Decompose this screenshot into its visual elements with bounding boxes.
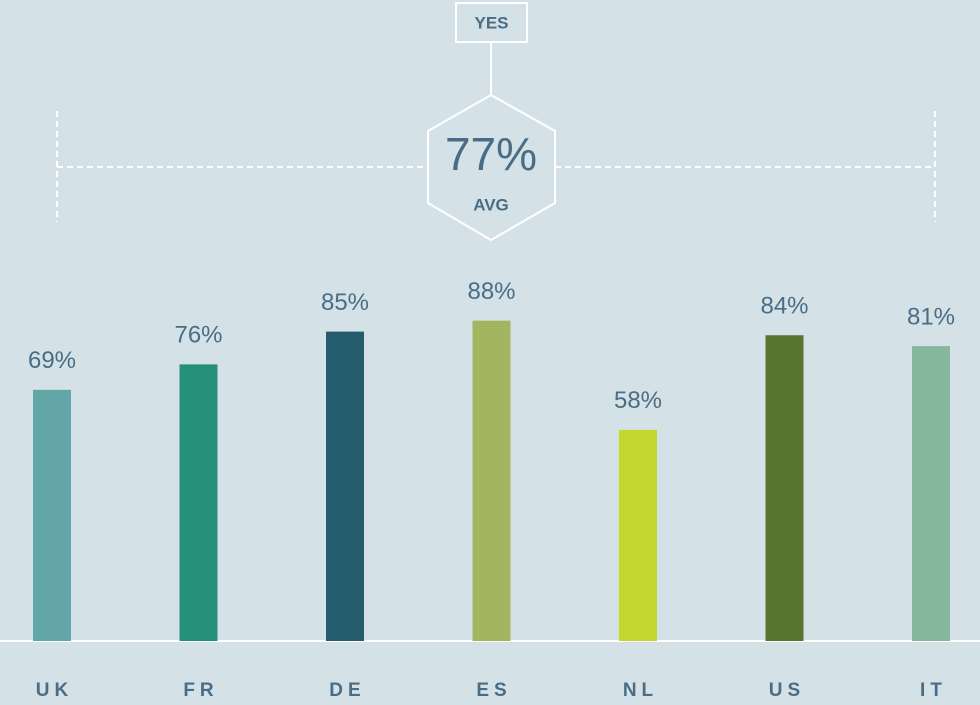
chart-title: YES [474,13,508,32]
value-label: 88% [467,278,515,305]
average-caption: AVG [473,195,509,214]
average-hexagon [427,93,556,242]
x-tick-label: ES [476,680,511,701]
x-tick-label: DE [329,680,365,701]
average-value: 77% [445,128,537,180]
value-label: 85% [321,289,369,316]
bar [179,364,218,641]
x-tick-label: UK [36,680,73,701]
bar [619,429,657,641]
value-label: 76% [174,322,222,349]
bar [912,346,950,641]
value-label: 58% [614,387,662,414]
average-range [56,111,936,222]
bar [472,320,511,641]
x-tick-label: IT [920,680,947,701]
value-label: 69% [28,347,76,374]
x-tick-label: FR [183,680,218,701]
value-label: 84% [760,293,808,320]
bar [765,335,804,641]
x-tick-label: US [769,680,805,701]
x-tick-label: NL [623,680,658,701]
value-label: 81% [907,304,955,331]
bar [33,389,71,641]
bar [326,331,364,641]
